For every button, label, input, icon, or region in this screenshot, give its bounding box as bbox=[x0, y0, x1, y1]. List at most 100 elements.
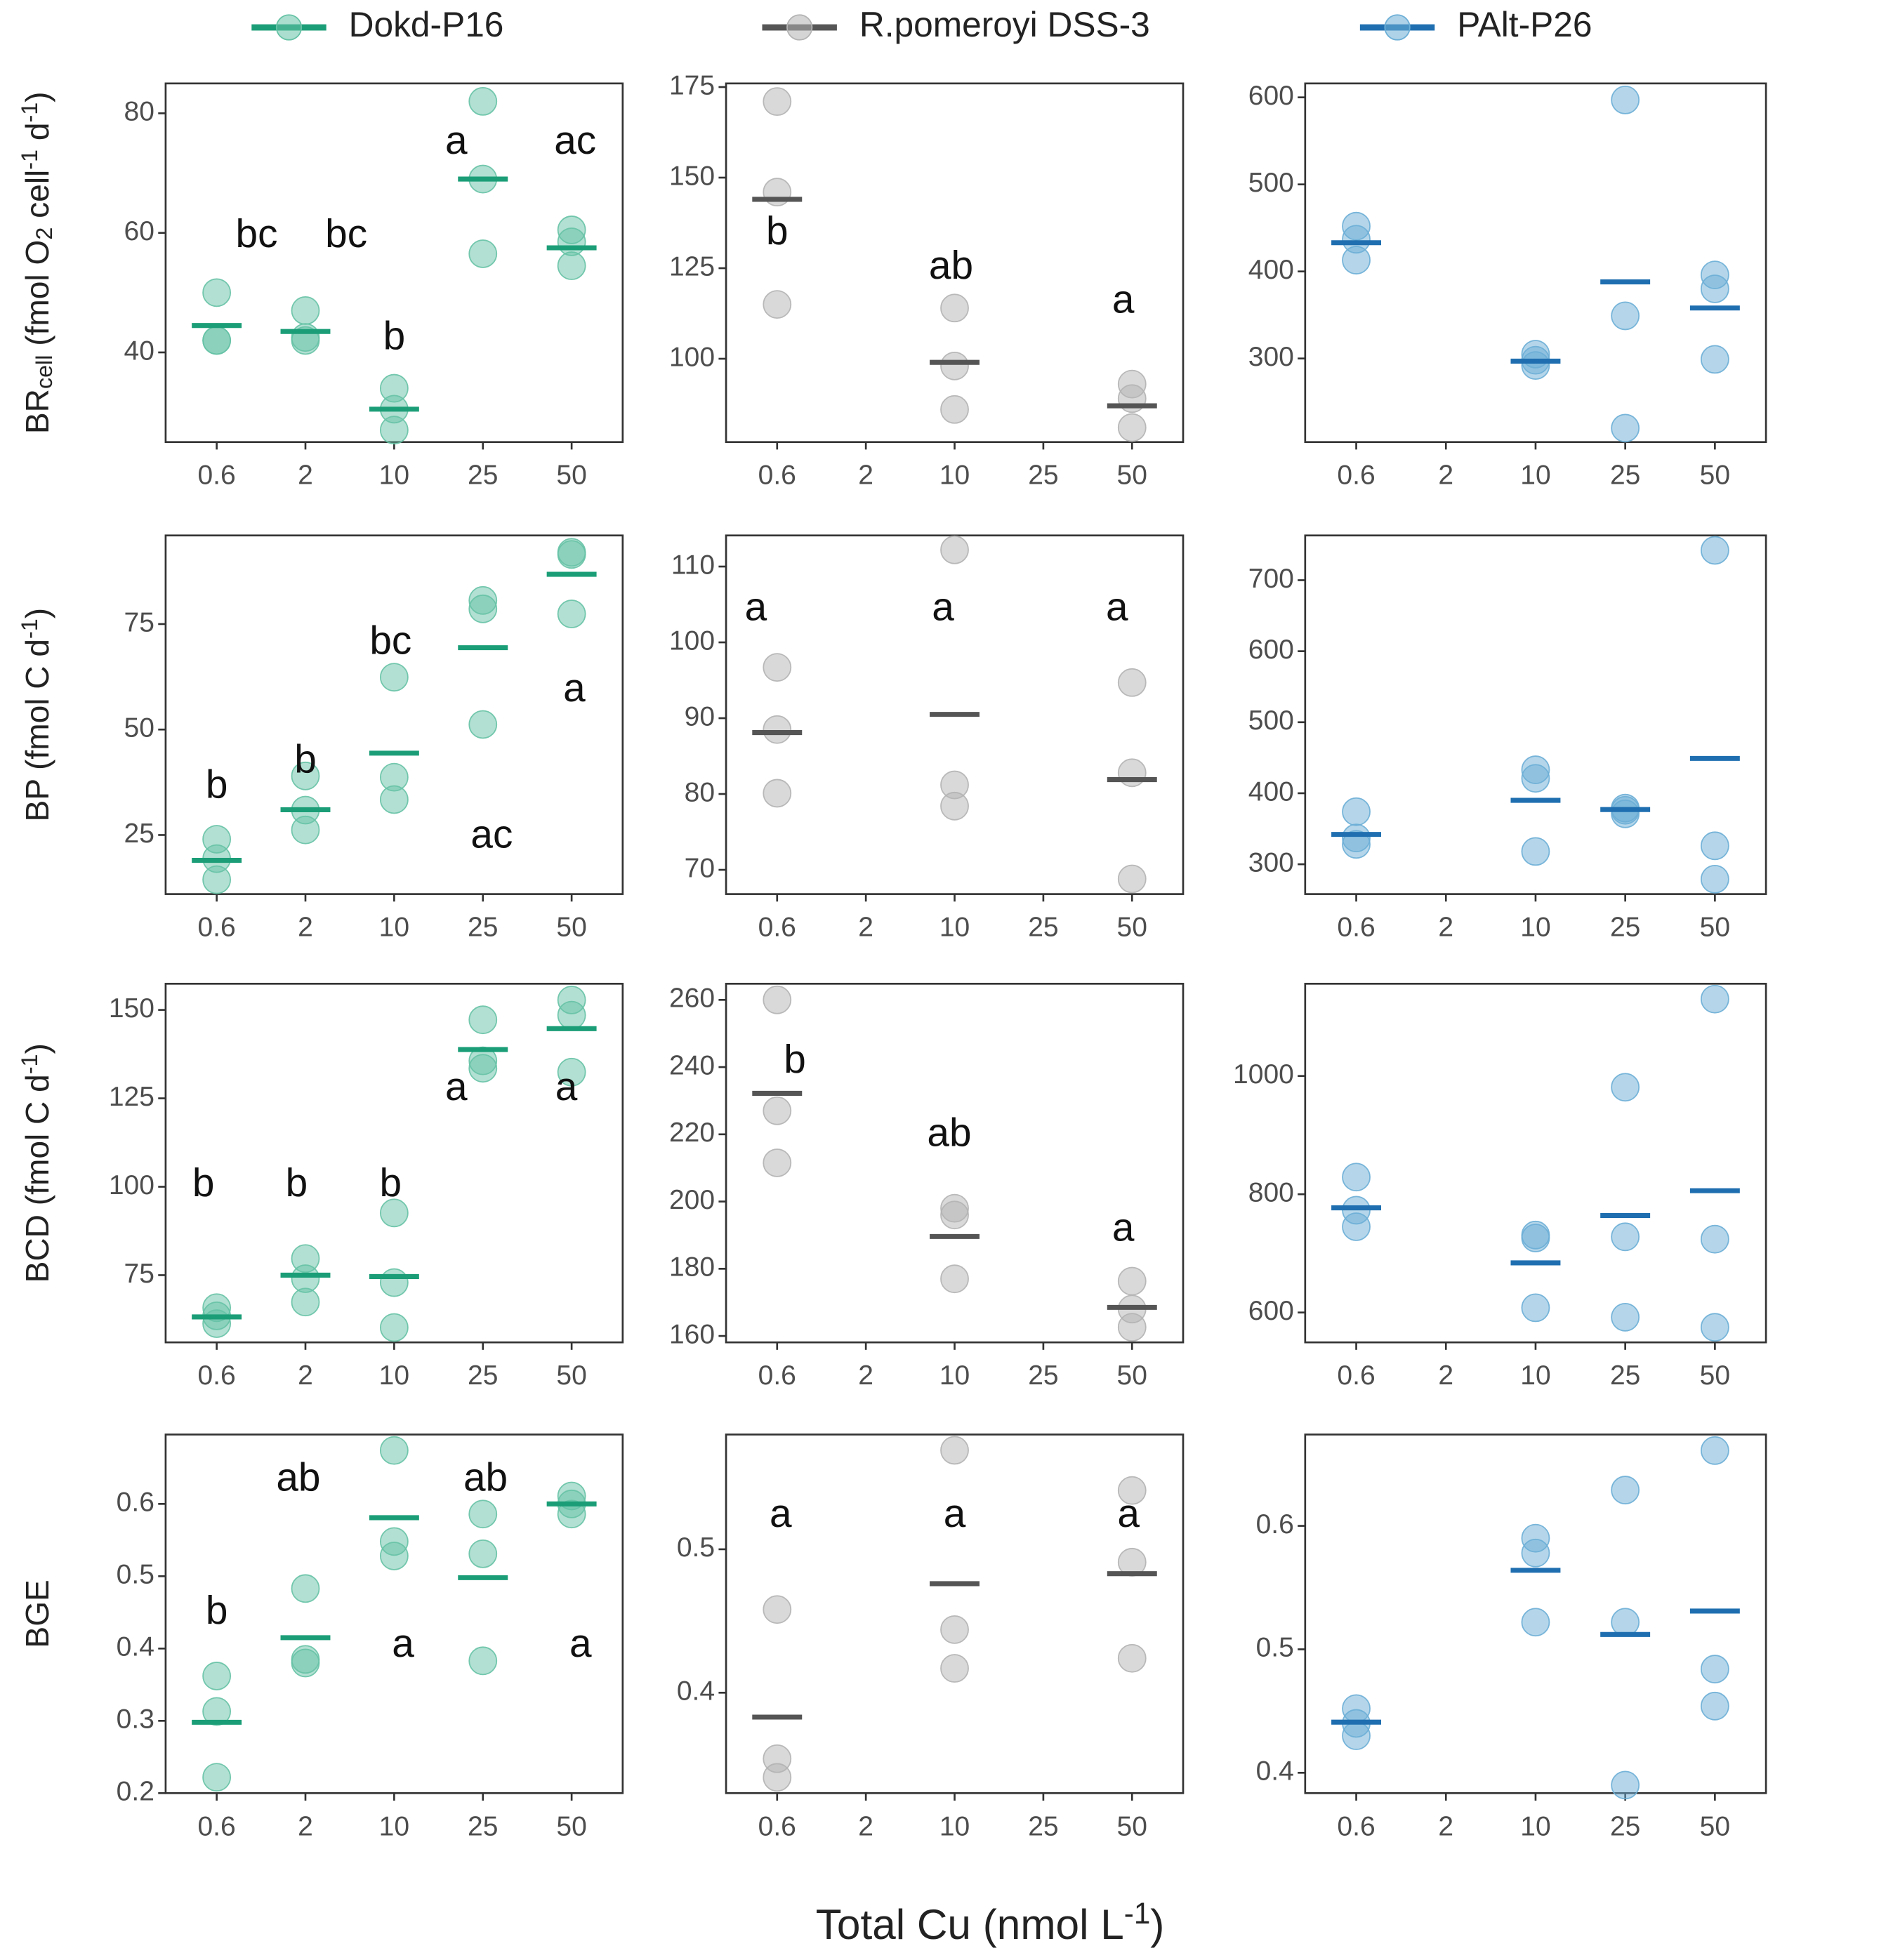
x-tick-label: 50 bbox=[556, 1360, 586, 1391]
x-tick-label: 0.6 bbox=[1337, 913, 1375, 943]
y-axis-title: BP (fmol C d-1) bbox=[16, 608, 55, 822]
data-point bbox=[468, 710, 498, 739]
x-tick-label: 25 bbox=[1610, 1811, 1640, 1841]
significance-letter: a bbox=[445, 119, 468, 163]
x-tick-label: 10 bbox=[939, 1360, 970, 1391]
data-point bbox=[1117, 1476, 1147, 1505]
data-point bbox=[291, 1648, 320, 1678]
significance-letter: ab bbox=[929, 244, 973, 288]
y-tick-label: 80 bbox=[124, 97, 154, 127]
y-tick-label: 150 bbox=[109, 993, 154, 1024]
data-point bbox=[1700, 1436, 1729, 1465]
x-tick-label: 2 bbox=[298, 461, 313, 491]
data-point bbox=[1611, 1222, 1640, 1252]
plot-panel bbox=[164, 1433, 624, 1794]
legend-label: R.pomeroyi DSS-3 bbox=[859, 5, 1150, 44]
data-point bbox=[1611, 413, 1640, 443]
data-point bbox=[202, 326, 232, 355]
y-tick-label: 700 bbox=[1248, 564, 1294, 594]
y-tick-label: 125 bbox=[669, 251, 715, 282]
data-point bbox=[379, 1542, 409, 1570]
y-tick-label: 0.5 bbox=[1256, 1633, 1294, 1663]
data-point bbox=[1611, 86, 1640, 114]
data-point bbox=[1700, 1224, 1729, 1254]
label-part: cell bbox=[31, 355, 56, 389]
label-part: d bbox=[19, 123, 55, 150]
y-tick-label: 0.5 bbox=[117, 1560, 154, 1590]
y-tick-label: 600 bbox=[1248, 81, 1294, 111]
significance-letter: a bbox=[569, 1622, 592, 1666]
data-point bbox=[1611, 799, 1640, 828]
data-point bbox=[763, 985, 792, 1014]
x-tick-label: 10 bbox=[939, 913, 970, 943]
x-tick-label: 25 bbox=[1028, 1811, 1058, 1841]
data-point bbox=[468, 1499, 498, 1529]
plot-panel bbox=[725, 82, 1185, 444]
y-tick-label: 180 bbox=[669, 1252, 715, 1283]
data-point bbox=[763, 87, 792, 117]
legend-label: PAlt-P26 bbox=[1457, 5, 1592, 44]
data-point bbox=[1117, 758, 1147, 788]
legend-marker bbox=[275, 14, 303, 41]
significance-letter: ab bbox=[276, 1455, 320, 1499]
x-tick-label: 50 bbox=[1117, 913, 1147, 943]
data-point bbox=[468, 1005, 498, 1035]
x-tick-label: 0.6 bbox=[197, 913, 235, 943]
data-point bbox=[940, 1654, 969, 1683]
y-tick-label: 1000 bbox=[1233, 1059, 1294, 1090]
label-part: cell bbox=[19, 170, 55, 227]
x-tick-label: 0.6 bbox=[1337, 461, 1375, 491]
data-point bbox=[202, 278, 232, 307]
x-tick-label: 2 bbox=[858, 913, 873, 943]
x-tick-label: 10 bbox=[379, 1811, 409, 1841]
data-point bbox=[1521, 1538, 1550, 1568]
label-part: BP (fmol C d bbox=[19, 639, 55, 822]
y-tick-label: 25 bbox=[124, 819, 154, 849]
data-point bbox=[202, 1697, 232, 1726]
data-point bbox=[557, 1499, 586, 1529]
y-tick-label: 240 bbox=[669, 1050, 715, 1080]
y-tick-label: 200 bbox=[669, 1185, 715, 1215]
x-tick-label: 0.6 bbox=[197, 1360, 235, 1391]
data-point bbox=[291, 815, 320, 845]
data-point bbox=[1521, 764, 1550, 793]
y-tick-label: 60 bbox=[124, 216, 154, 246]
x-tick-label: 25 bbox=[1610, 461, 1640, 491]
data-point bbox=[468, 239, 498, 268]
significance-letter: bc bbox=[236, 212, 278, 256]
significance-letter: bc bbox=[325, 212, 367, 256]
label-part: ) bbox=[19, 608, 55, 618]
x-tick-label: 2 bbox=[1438, 461, 1453, 491]
y-tick-label: 125 bbox=[109, 1082, 154, 1112]
data-point bbox=[1342, 246, 1371, 274]
y-tick-label: 0.2 bbox=[117, 1777, 154, 1807]
data-point bbox=[940, 293, 969, 323]
data-point bbox=[557, 251, 586, 280]
y-tick-label: 100 bbox=[109, 1170, 154, 1200]
y-tick-label: 70 bbox=[685, 853, 715, 883]
x-tick-label: 25 bbox=[1610, 913, 1640, 943]
plot-panel bbox=[164, 534, 624, 895]
data-point bbox=[1611, 1770, 1640, 1800]
y-tick-label: 400 bbox=[1248, 776, 1294, 807]
significance-letter: a bbox=[944, 1492, 966, 1536]
significance-letter: b bbox=[192, 1161, 215, 1205]
y-tick-label: 500 bbox=[1248, 706, 1294, 736]
y-axis-title: BRcell (fmol O2 cell-1 d-1) bbox=[16, 91, 56, 434]
data-point bbox=[379, 416, 409, 445]
significance-letter: a bbox=[392, 1622, 414, 1666]
data-point bbox=[1117, 1313, 1147, 1342]
x-tick-label: 25 bbox=[1028, 913, 1058, 943]
data-point bbox=[1342, 1163, 1371, 1192]
y-tick-label: 40 bbox=[124, 336, 154, 366]
plot-panel bbox=[1304, 982, 1767, 1344]
data-point bbox=[202, 1309, 232, 1338]
data-point bbox=[379, 1313, 409, 1342]
label-part: BR bbox=[19, 389, 55, 434]
x-tick-label: 25 bbox=[468, 1811, 498, 1841]
x-tick-label: 50 bbox=[1117, 1811, 1147, 1841]
y-tick-label: 75 bbox=[124, 1259, 154, 1289]
plot-panel bbox=[1304, 534, 1767, 895]
x-tick-label: 10 bbox=[1520, 913, 1550, 943]
data-point bbox=[291, 296, 320, 325]
